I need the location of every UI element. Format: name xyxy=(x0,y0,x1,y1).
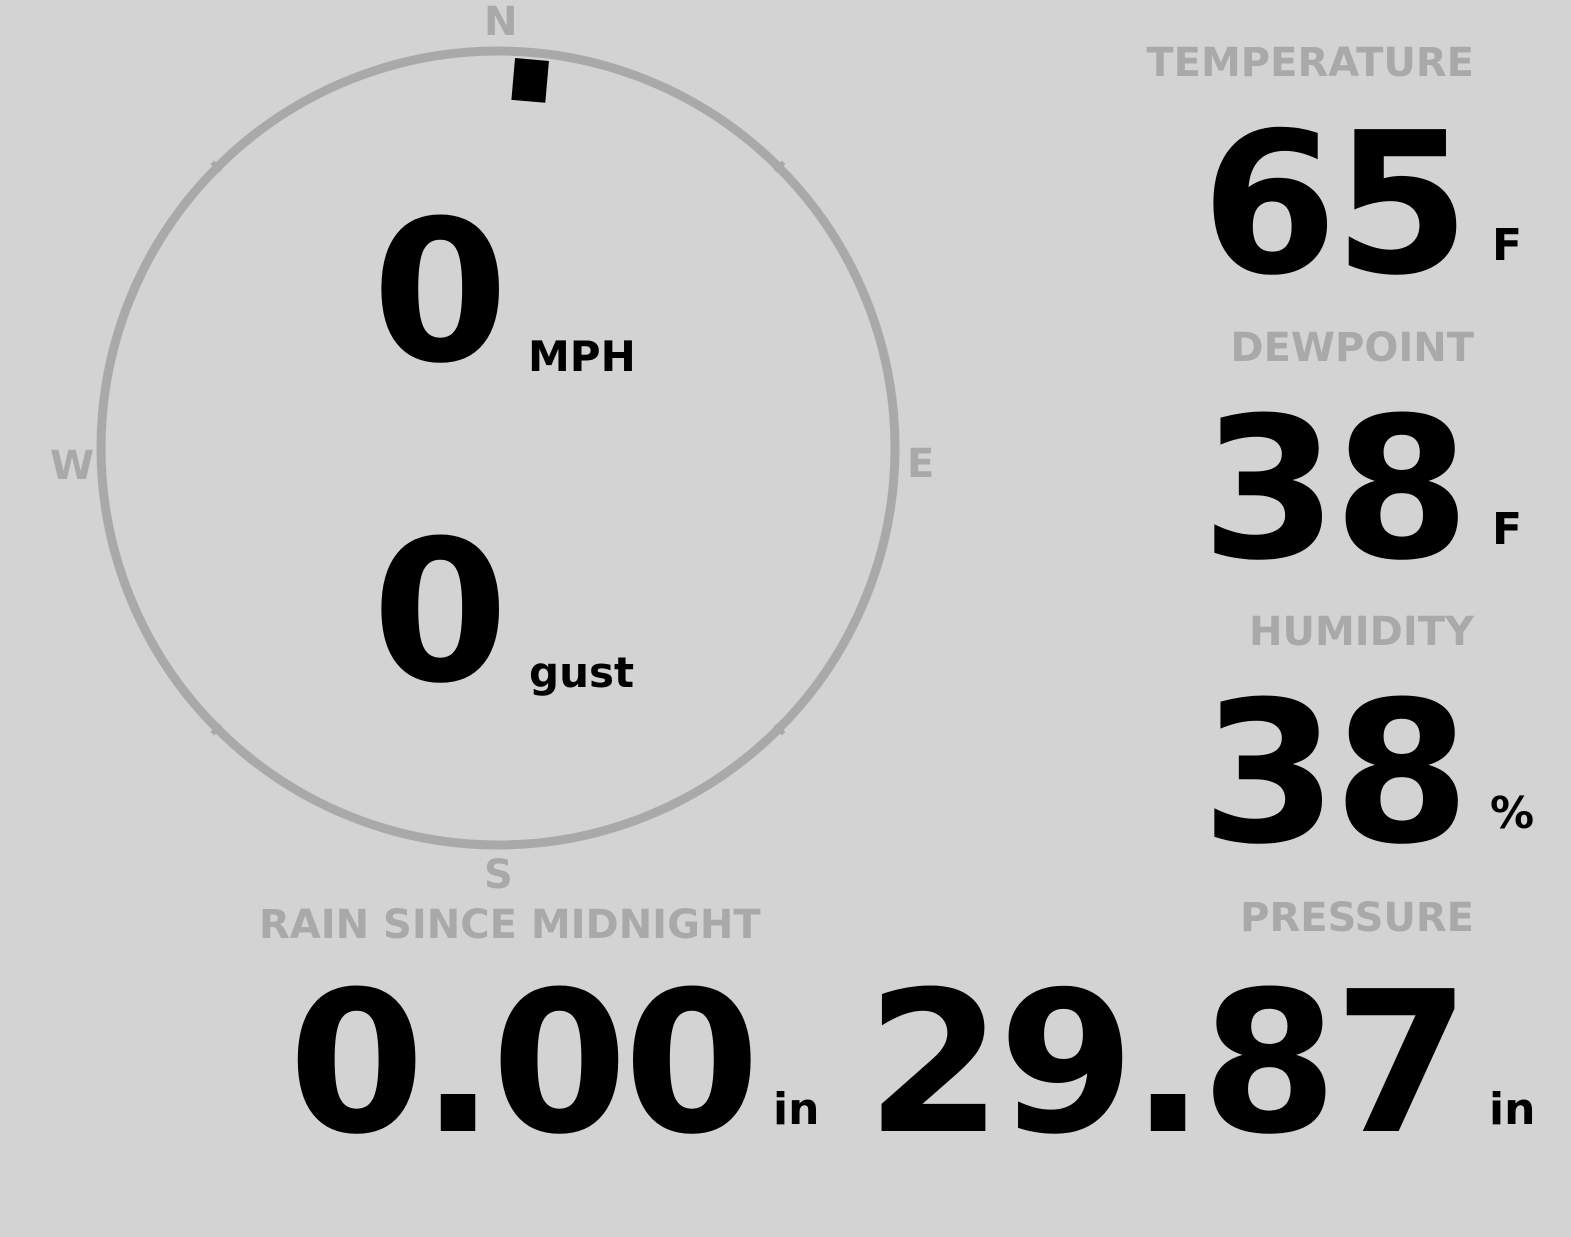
compass-tick xyxy=(210,723,223,736)
temperature-unit: F xyxy=(1492,220,1523,271)
wind-gust-value: 0 xyxy=(372,499,508,727)
wind-speed-value: 0 xyxy=(372,179,508,407)
pressure-value: 29.87 xyxy=(866,950,1470,1178)
compass-north-label: N xyxy=(484,0,518,45)
rain-unit: in xyxy=(773,1084,820,1135)
wind-compass xyxy=(96,46,900,850)
compass-east-label: E xyxy=(907,441,935,487)
dewpoint-value: 38 xyxy=(1201,376,1470,604)
humidity-value: 38 xyxy=(1201,660,1470,888)
pressure-unit: in xyxy=(1489,1084,1536,1135)
rain-value: 0.00 xyxy=(288,950,760,1178)
dewpoint-unit: F xyxy=(1492,504,1523,555)
pressure-label: PRESSURE xyxy=(1240,895,1474,941)
wind-direction-needle xyxy=(511,58,549,103)
compass-ring xyxy=(96,46,900,850)
compass-ticks xyxy=(210,160,786,736)
compass-tick xyxy=(773,160,786,173)
compass-tick xyxy=(773,723,786,736)
wind-gust-unit: gust xyxy=(529,648,635,697)
compass-west-label: W xyxy=(50,443,95,489)
temperature-value: 65 xyxy=(1201,91,1470,319)
dewpoint-label: DEWPOINT xyxy=(1230,325,1474,371)
temperature-label: TEMPERATURE xyxy=(1146,40,1474,86)
wind-speed-unit: MPH xyxy=(528,332,636,381)
compass-tick xyxy=(210,160,223,173)
humidity-unit: % xyxy=(1490,788,1535,839)
compass-south-label: S xyxy=(484,852,513,898)
rain-label: RAIN SINCE MIDNIGHT xyxy=(259,902,761,948)
humidity-label: HUMIDITY xyxy=(1249,609,1474,655)
